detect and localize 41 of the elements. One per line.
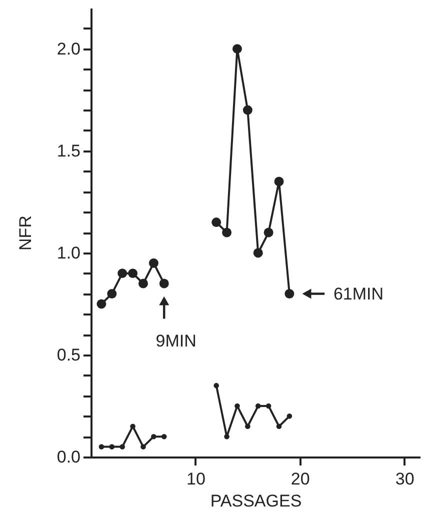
y-axis-title: NFR: [16, 216, 35, 250]
point: [120, 444, 125, 450]
point: [266, 403, 272, 409]
y-tick-label: 1.0: [56, 243, 80, 262]
point: [96, 299, 106, 309]
point: [276, 424, 282, 430]
point: [242, 105, 252, 115]
point: [274, 176, 284, 186]
point: [212, 218, 222, 228]
x-tick-label: 20: [290, 470, 310, 488]
point: [148, 258, 158, 268]
point: [107, 288, 117, 298]
point: [130, 424, 136, 430]
point: [284, 288, 294, 298]
point: [138, 278, 148, 288]
point: [161, 434, 167, 440]
x-axis-title: PASSAGES: [210, 492, 302, 510]
point: [98, 444, 104, 450]
y-tick-label: 0.0: [56, 448, 80, 466]
point: [151, 434, 156, 440]
point: [245, 424, 250, 430]
point: [264, 228, 274, 238]
point: [214, 382, 219, 388]
point: [159, 278, 169, 288]
y-tick-label: 0.5: [56, 345, 80, 364]
annotation: 9MIN: [156, 332, 196, 351]
point: [118, 268, 128, 278]
point: [222, 228, 232, 238]
y-tick-label: 2.0: [56, 39, 80, 58]
annotation: 61MIN: [333, 284, 384, 304]
x-tick-label: 30: [395, 470, 414, 488]
point: [286, 414, 292, 419]
point: [109, 444, 115, 450]
point: [253, 248, 263, 258]
point: [140, 444, 146, 450]
point: [128, 268, 138, 278]
point: [234, 403, 240, 409]
y-tick-label: 1.5: [56, 141, 80, 160]
point: [232, 44, 242, 54]
point: [255, 403, 261, 409]
x-tick-label: 10: [186, 470, 206, 488]
